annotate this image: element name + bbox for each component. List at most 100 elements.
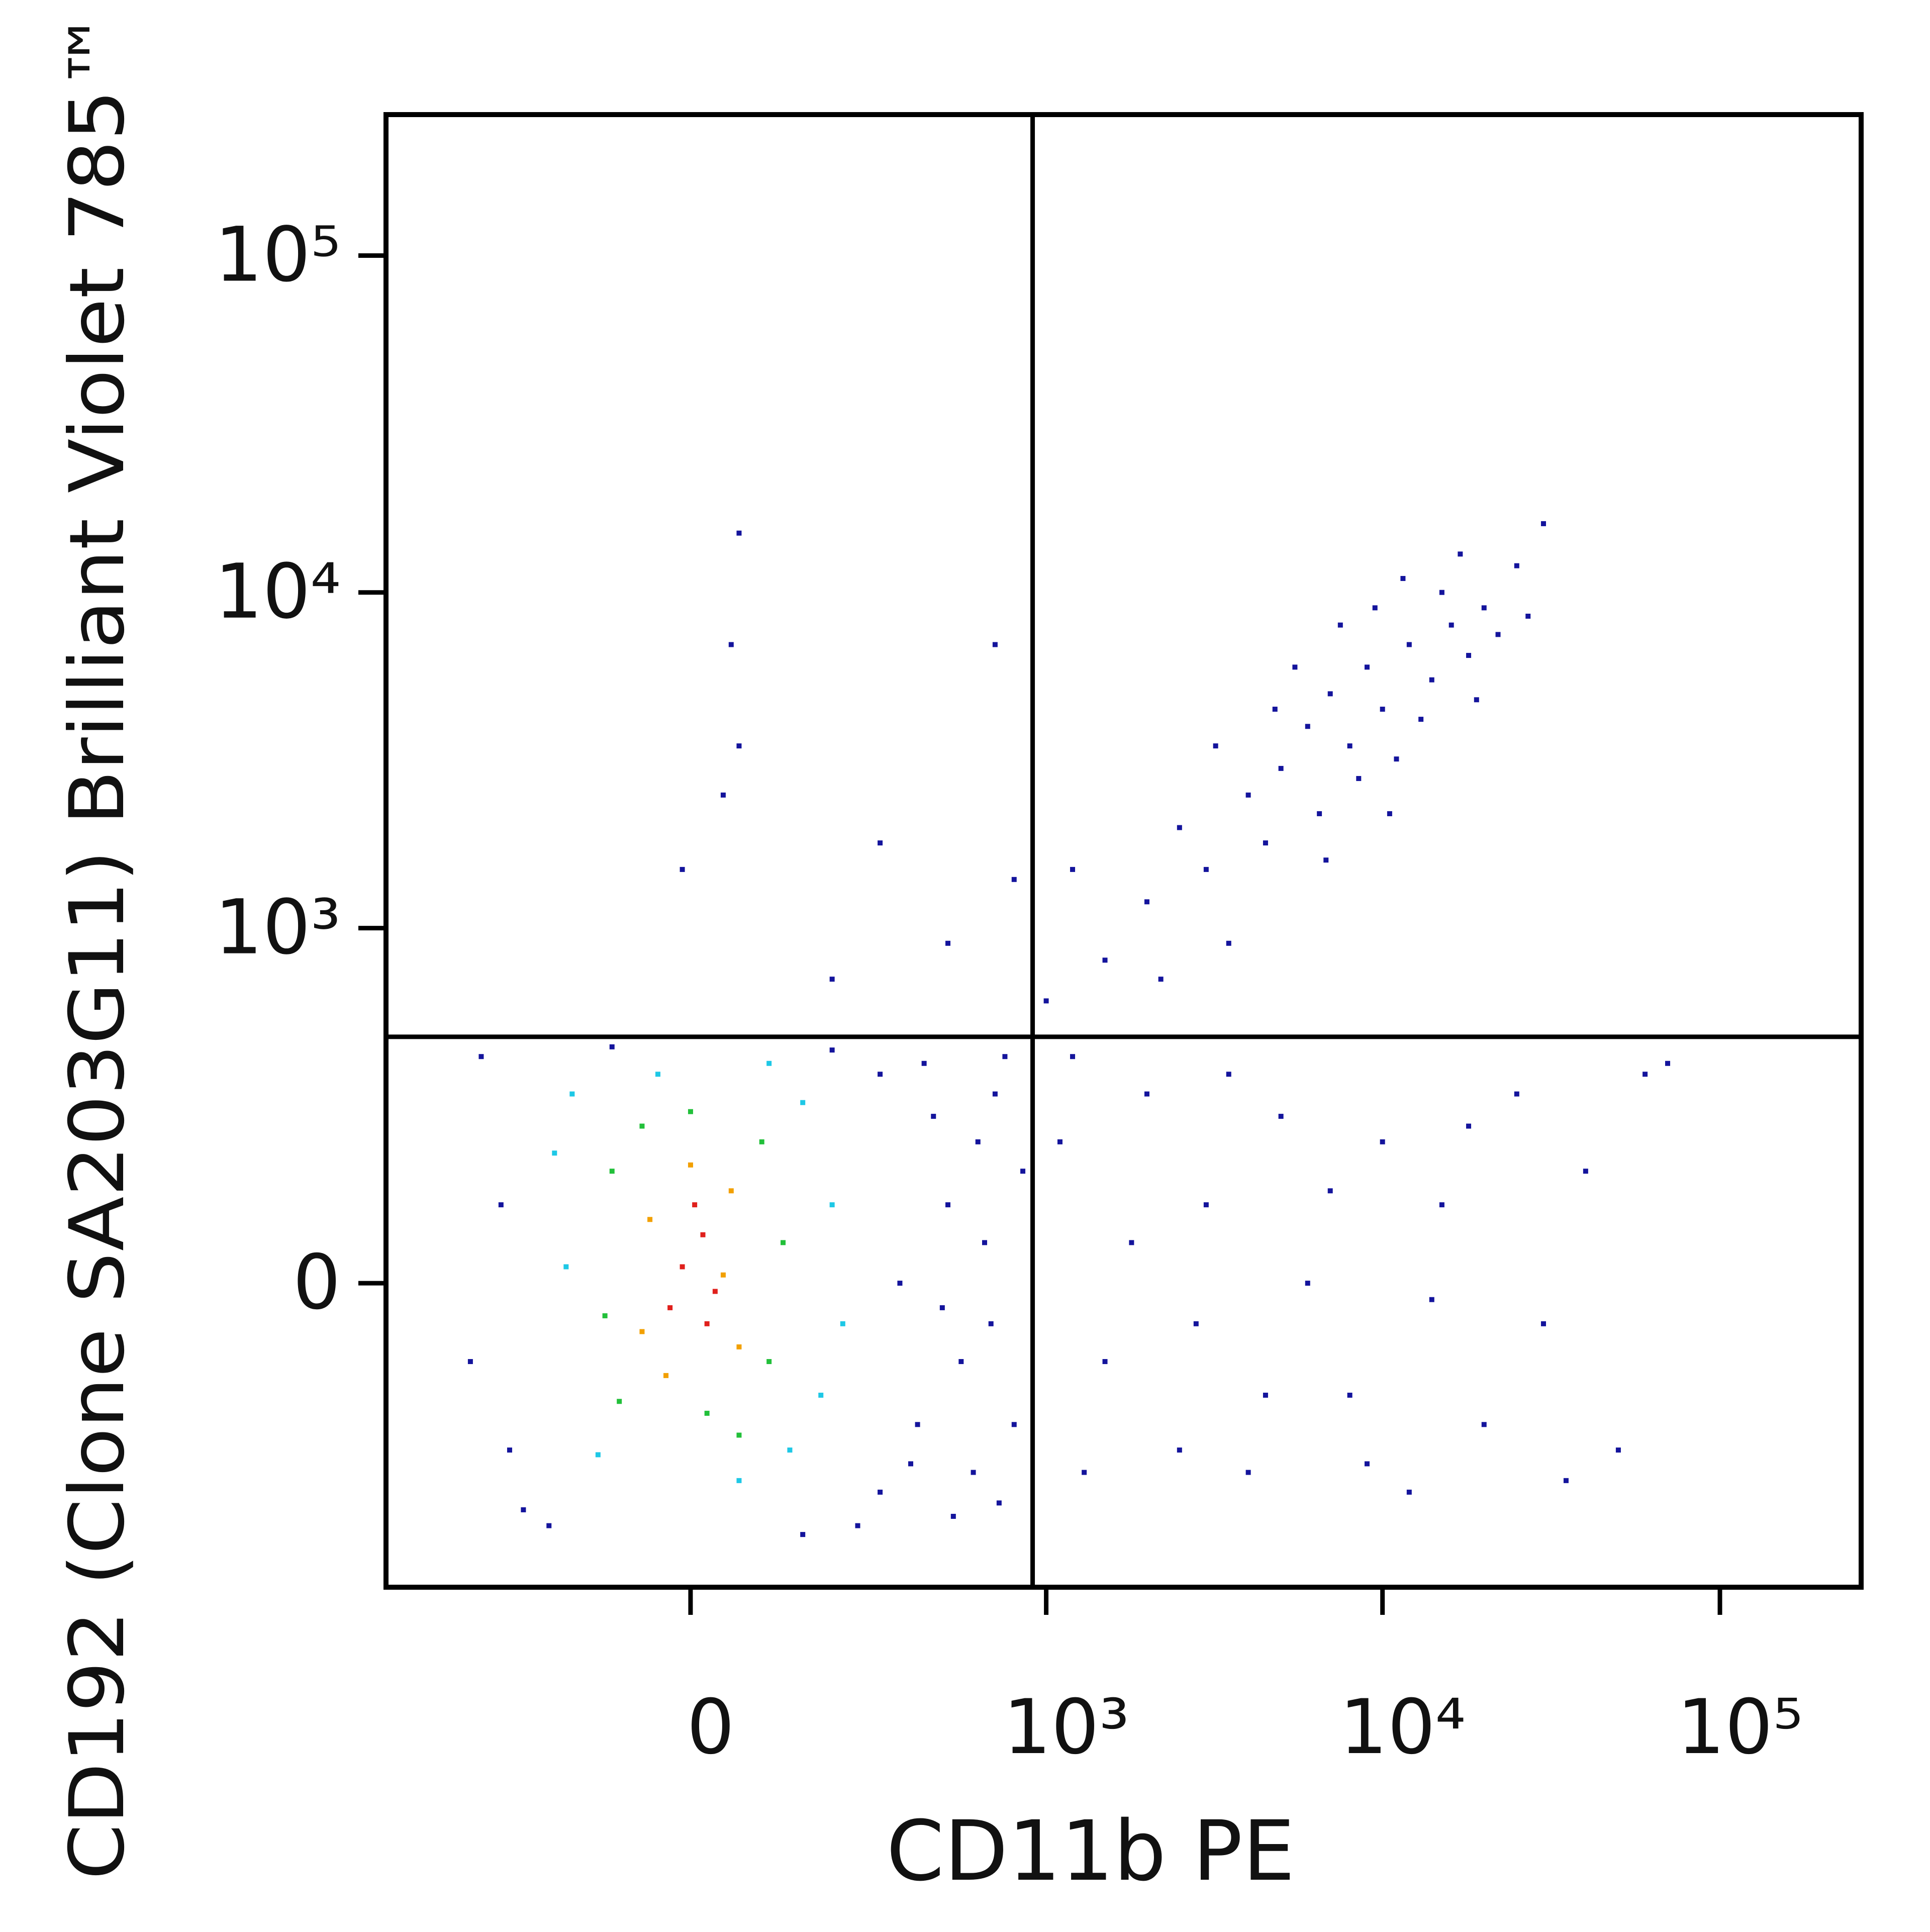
point bbox=[1203, 1202, 1209, 1208]
point bbox=[692, 1202, 698, 1208]
point bbox=[829, 977, 835, 982]
point bbox=[1481, 1422, 1487, 1427]
point bbox=[1380, 707, 1385, 712]
point bbox=[1317, 811, 1322, 816]
point bbox=[766, 1060, 772, 1066]
point bbox=[1400, 575, 1406, 581]
point bbox=[840, 1321, 845, 1326]
point bbox=[1387, 811, 1392, 816]
point bbox=[1615, 1447, 1621, 1453]
point bbox=[552, 1150, 557, 1156]
point bbox=[1665, 1060, 1671, 1066]
point bbox=[1327, 691, 1333, 697]
point bbox=[988, 1321, 994, 1326]
point bbox=[1525, 614, 1531, 619]
point bbox=[1177, 1447, 1182, 1453]
point bbox=[1158, 977, 1164, 982]
point bbox=[595, 1452, 601, 1458]
point bbox=[1245, 792, 1251, 798]
point bbox=[878, 1489, 883, 1495]
point bbox=[1129, 1240, 1134, 1245]
point bbox=[1144, 1091, 1149, 1097]
point bbox=[1481, 605, 1487, 611]
point bbox=[855, 1523, 860, 1528]
point bbox=[1495, 632, 1501, 637]
point bbox=[521, 1507, 526, 1512]
x-axis-title: CD11b PE bbox=[886, 1803, 1295, 1899]
point bbox=[1305, 724, 1310, 729]
point bbox=[1418, 717, 1424, 722]
y-axis-title: CD192 (Clone SA203G11) Brilliant Violet … bbox=[54, 10, 141, 1880]
point bbox=[945, 1202, 951, 1208]
point bbox=[1057, 1139, 1063, 1144]
point bbox=[975, 1139, 981, 1144]
point bbox=[818, 1392, 824, 1398]
point bbox=[1177, 825, 1182, 830]
x-tick-label: 0 bbox=[687, 1684, 734, 1771]
point bbox=[1406, 642, 1412, 647]
point bbox=[1292, 664, 1298, 670]
point bbox=[1226, 940, 1231, 946]
point bbox=[736, 1478, 742, 1483]
point bbox=[639, 1329, 645, 1334]
point bbox=[617, 1399, 622, 1404]
point bbox=[478, 1054, 484, 1059]
point bbox=[878, 1072, 883, 1077]
point bbox=[1245, 1470, 1251, 1475]
point bbox=[1466, 1123, 1472, 1129]
point bbox=[1272, 707, 1278, 712]
point bbox=[945, 940, 951, 946]
point bbox=[736, 530, 742, 536]
point bbox=[939, 1305, 945, 1310]
point bbox=[667, 1305, 673, 1310]
point bbox=[602, 1313, 608, 1318]
point bbox=[1643, 1072, 1648, 1077]
point bbox=[897, 1281, 903, 1286]
point bbox=[1364, 664, 1370, 670]
point bbox=[950, 1513, 956, 1519]
point bbox=[1323, 857, 1329, 863]
point bbox=[1563, 1478, 1569, 1483]
point bbox=[1380, 1139, 1385, 1144]
plot-frame bbox=[383, 112, 1864, 1590]
point bbox=[712, 1289, 718, 1294]
y-tick-label: 10⁵ bbox=[215, 212, 341, 299]
point bbox=[1474, 697, 1479, 703]
point bbox=[1213, 743, 1218, 749]
point bbox=[1305, 1281, 1310, 1286]
point bbox=[1263, 1392, 1268, 1398]
point bbox=[1514, 1091, 1519, 1097]
point bbox=[759, 1139, 764, 1144]
point bbox=[507, 1447, 512, 1453]
point bbox=[1327, 1188, 1333, 1194]
point bbox=[766, 1359, 772, 1365]
point bbox=[609, 1044, 615, 1049]
point bbox=[498, 1202, 504, 1208]
point bbox=[688, 1109, 693, 1114]
point bbox=[958, 1359, 964, 1365]
x-tick-label: 10⁵ bbox=[1677, 1684, 1803, 1771]
point bbox=[1439, 1202, 1444, 1208]
point bbox=[680, 1264, 685, 1270]
point bbox=[546, 1523, 552, 1528]
point bbox=[1278, 1114, 1284, 1119]
point bbox=[1070, 866, 1076, 872]
point bbox=[1429, 1297, 1434, 1302]
point bbox=[563, 1264, 569, 1270]
point bbox=[1278, 765, 1284, 771]
point bbox=[908, 1461, 913, 1467]
point bbox=[781, 1240, 786, 1245]
point bbox=[1002, 1054, 1008, 1059]
points bbox=[467, 521, 1671, 1537]
point bbox=[1011, 877, 1017, 882]
point bbox=[1466, 653, 1472, 658]
point bbox=[736, 1432, 742, 1438]
point bbox=[829, 1202, 835, 1208]
point bbox=[1043, 998, 1049, 1004]
point bbox=[787, 1447, 793, 1453]
point bbox=[736, 1344, 742, 1349]
point bbox=[1347, 1392, 1353, 1398]
point bbox=[1449, 622, 1454, 628]
point bbox=[982, 1240, 988, 1245]
point bbox=[1540, 521, 1546, 526]
